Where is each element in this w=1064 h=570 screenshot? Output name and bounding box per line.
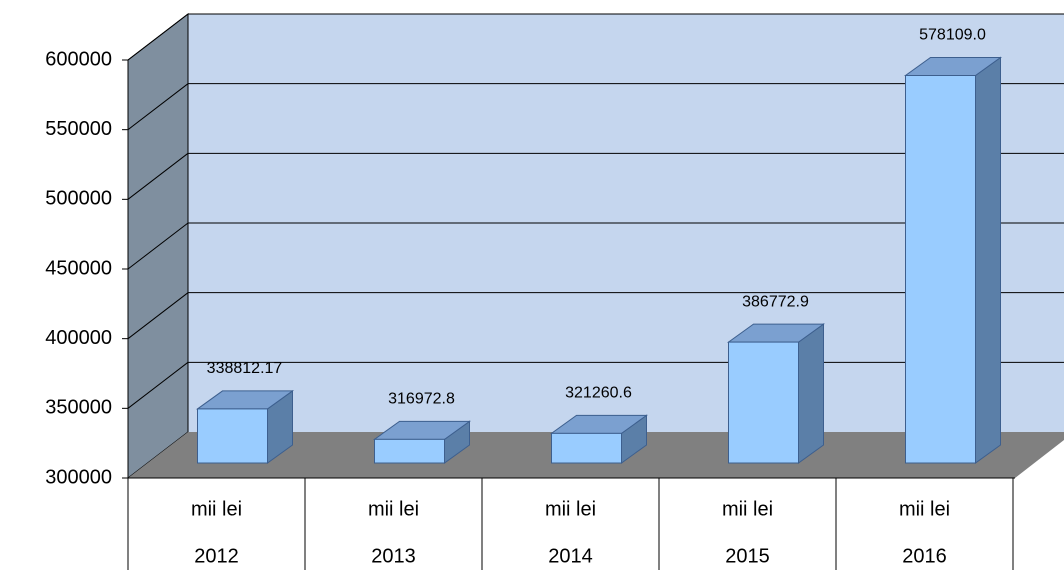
bar-side bbox=[798, 323, 824, 464]
y-tick-label: 600000 bbox=[45, 48, 112, 70]
unit-label: mii lei bbox=[545, 498, 596, 520]
bar bbox=[551, 432, 622, 464]
labels: 300000 350000 400000 450000 500000 550000 6000… bbox=[45, 27, 1014, 570]
grid-line bbox=[127, 292, 189, 340]
grid bbox=[122, 13, 1064, 479]
bar-side bbox=[975, 56, 1001, 464]
value-label: 338812.17 bbox=[207, 360, 283, 377]
grid-line bbox=[127, 13, 189, 61]
value-label: 578109.0 bbox=[919, 27, 986, 44]
grid-line bbox=[127, 222, 189, 270]
value-label: 386772.9 bbox=[742, 293, 809, 310]
unit-label: mii lei bbox=[368, 498, 419, 520]
value-label: 316972.8 bbox=[388, 391, 455, 408]
y-tick-label: 400000 bbox=[45, 327, 112, 349]
unit-label: mii lei bbox=[899, 498, 950, 520]
bar bbox=[374, 438, 445, 464]
x-tick-label: 2015 bbox=[725, 545, 770, 567]
x-tick-label: 2012 bbox=[194, 545, 239, 567]
y-tick-label: 450000 bbox=[45, 257, 112, 279]
grid-line bbox=[127, 83, 189, 131]
grid-line bbox=[127, 152, 189, 200]
value-label: 321260.6 bbox=[565, 385, 632, 402]
bar bbox=[905, 75, 976, 464]
x-tick-label: 2016 bbox=[902, 545, 947, 567]
x-tick-label: 2014 bbox=[548, 545, 593, 567]
x-tick-label: 2013 bbox=[371, 545, 416, 567]
unit-label: mii lei bbox=[722, 498, 773, 520]
y-tick-label: 550000 bbox=[45, 118, 112, 140]
unit-label: mii lei bbox=[191, 498, 242, 520]
y-tick-label: 350000 bbox=[45, 397, 112, 419]
y-tick-label: 500000 bbox=[45, 188, 112, 210]
grid-line bbox=[127, 361, 189, 409]
bar bbox=[728, 341, 799, 464]
y-tick-label: 300000 bbox=[45, 466, 112, 488]
bar bbox=[197, 408, 268, 464]
bars bbox=[195, 56, 1003, 464]
